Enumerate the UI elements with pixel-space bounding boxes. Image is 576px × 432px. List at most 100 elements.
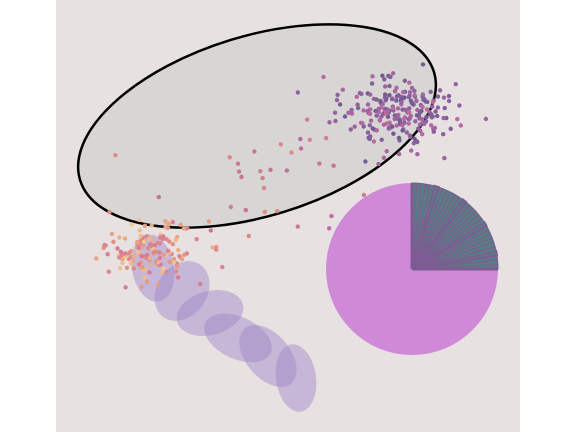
scatter-point	[406, 94, 411, 100]
scatter-point	[164, 269, 169, 275]
scatter-point	[348, 127, 353, 132]
scatter-point	[170, 242, 176, 247]
scatter-point	[433, 109, 438, 114]
scatter-point	[371, 96, 377, 102]
scatter-point	[378, 98, 383, 104]
scatter-point	[106, 269, 112, 274]
scatter-point	[295, 224, 300, 229]
scatter-point	[164, 236, 169, 242]
scatter-point	[458, 123, 463, 128]
scatter-point	[421, 96, 427, 102]
scatter-point	[220, 264, 225, 270]
scatter-point	[155, 282, 161, 287]
scatter-point	[420, 92, 426, 97]
scatter-point	[402, 78, 407, 84]
scatter-point	[385, 109, 391, 114]
scatter-point	[369, 81, 375, 86]
scatter-point	[355, 105, 361, 111]
scatter-point	[354, 94, 359, 100]
scatter-point	[149, 223, 154, 228]
scatter-point	[432, 125, 438, 131]
scatter-point	[173, 269, 179, 274]
scatter-point	[123, 254, 129, 260]
scatter-point	[335, 92, 340, 98]
scatter-point	[176, 247, 181, 253]
scatter-point	[412, 93, 417, 98]
scatter-point	[156, 260, 161, 265]
scatter-point	[128, 261, 134, 266]
scatter-point	[390, 124, 395, 129]
scatter-point	[145, 279, 150, 284]
scatter-point	[382, 77, 387, 82]
scatter-point	[408, 113, 413, 119]
scatter-point	[127, 250, 132, 255]
scatter-point	[424, 114, 429, 120]
scatter-point	[239, 174, 244, 180]
scatter-point	[407, 80, 412, 85]
scatter-point	[457, 103, 462, 108]
scatter-point	[368, 118, 374, 123]
scatter-point	[365, 130, 371, 135]
scatter-point	[194, 236, 199, 242]
scatter-point	[109, 231, 115, 237]
scatter-point	[147, 270, 152, 275]
scatter-point	[352, 124, 357, 129]
scatter-point	[181, 226, 186, 231]
scatter-point	[278, 142, 283, 147]
scatter-point	[184, 251, 190, 256]
scatter-point	[441, 115, 446, 121]
scatter-point	[417, 122, 423, 127]
scatter-point	[368, 92, 373, 97]
scatter-point	[396, 135, 402, 141]
scatter-point	[413, 119, 418, 124]
scatter-point	[455, 116, 460, 122]
scatter-point	[105, 252, 110, 257]
scatter-point	[425, 99, 430, 105]
scatter-point	[394, 116, 399, 121]
scatter-point	[118, 249, 124, 254]
scatter-point	[214, 244, 219, 250]
chain-ellipse	[275, 344, 317, 412]
scatter-point	[420, 62, 426, 67]
scatter-point	[117, 266, 123, 271]
scatter-point	[409, 148, 414, 153]
scatter-point	[387, 93, 392, 98]
scatter-point	[431, 129, 436, 134]
scatter-point	[260, 175, 265, 181]
scatter-point	[208, 228, 213, 233]
scatter-point	[365, 102, 371, 107]
scatter-point	[442, 105, 447, 111]
scatter-point	[246, 233, 251, 239]
chain-ellipse	[131, 234, 175, 302]
scatter-point	[235, 161, 241, 166]
scatter-point	[428, 89, 433, 95]
scatter-point	[417, 116, 422, 121]
scatter-point	[334, 97, 340, 103]
scatter-point	[228, 204, 233, 210]
scatter-point	[140, 244, 145, 250]
scatter-point	[415, 152, 420, 157]
scatter-point	[453, 82, 458, 87]
scatter-point	[131, 258, 136, 263]
scatter-point	[430, 104, 435, 109]
scatter-point	[376, 110, 382, 115]
scatter-point	[430, 99, 436, 105]
scatter-point	[175, 264, 180, 269]
scatter-point	[156, 194, 161, 200]
scatter-point	[435, 94, 441, 99]
scatter-point	[136, 245, 142, 251]
scatter-point	[164, 220, 169, 225]
scatter-point	[284, 168, 290, 173]
scatter-point	[370, 74, 375, 79]
scatter-point	[252, 149, 257, 154]
scatter-point	[367, 123, 372, 128]
scatter-point	[120, 260, 125, 266]
scatter-point	[355, 102, 360, 107]
scatter-point	[113, 153, 118, 158]
scatter-point	[361, 124, 366, 129]
scatter-point	[359, 91, 364, 97]
scatter-point	[365, 108, 370, 114]
scatter-point	[111, 239, 116, 245]
scatter-point	[360, 121, 365, 126]
